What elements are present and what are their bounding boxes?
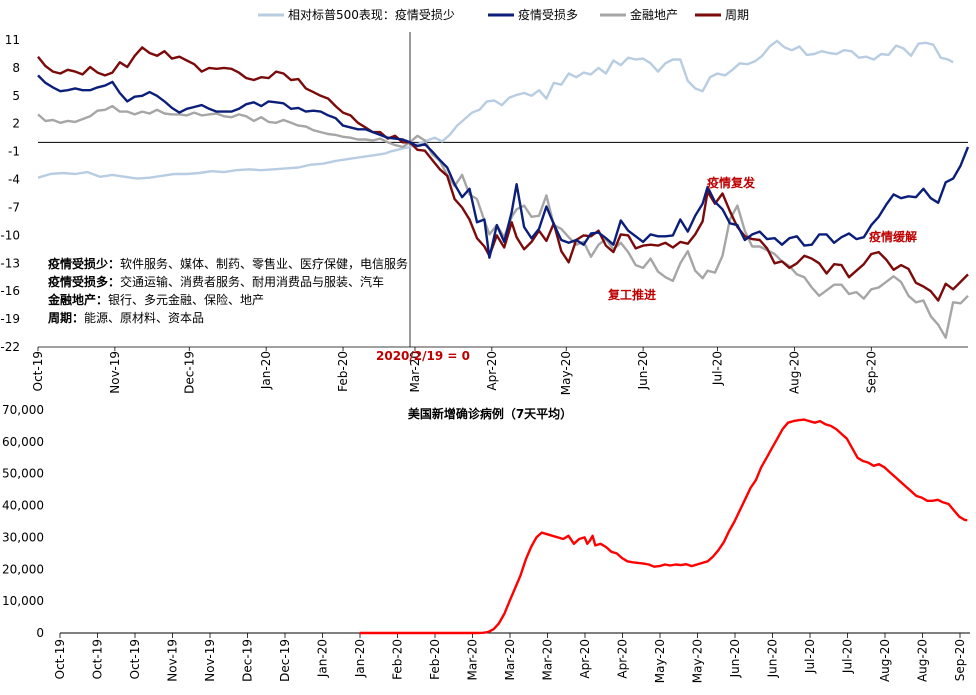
bottom-y-tick-label: 20,000 [2,562,44,576]
top-x-tick-label: Nov-19 [108,351,122,394]
annotation-resurgence: 疫情复发 [707,175,756,190]
cases-line [359,418,968,635]
bottom-x-tick-label: Aug-20 [878,639,892,682]
series-line-3 [37,46,969,302]
top-x-tick-label: Aug-20 [787,351,801,394]
top-chart: 相对标普500表现：疫情受损少 疫情受损多 金融地产 周期 11 8 5 2 -1 -4 -7 -10… [0,7,970,395]
top-y-tick-label: -7 [8,200,20,214]
annotation-easing: 疫情缓解 [869,229,917,244]
bottom-y-tick-label: 60,000 [2,435,44,449]
top-x-tick-label: Sep-20 [864,351,878,393]
annotation-reopening: 复工推进 [607,287,656,302]
bottom-x-tick-label: Apr-20 [578,639,592,679]
top-y-tick-label: -10 [0,228,20,242]
category-note-label: 疫情受损少： [48,256,120,271]
category-note-text: 能源、原材料、资本品 [84,311,204,325]
bottom-chart-title: 美国新增确诊病例（7天平均） [408,406,572,421]
top-x-tick-label: May-20 [559,351,573,395]
bottom-y-tick-label: 70,000 [2,403,44,417]
bottom-y-tick-label: 0 [36,626,44,640]
top-y-tick-label: 5 [12,89,20,103]
top-y-tick-label: -4 [8,173,20,187]
bottom-x-tick-label: Dec-19 [241,639,255,682]
bottom-x-tick-label: Sep-20 [953,639,967,681]
top-y-tick-label: -1 [8,145,20,159]
top-y-tick-label: 8 [12,61,20,75]
bottom-y-tick-label: 50,000 [2,467,44,481]
top-y-tick-label: 2 [12,117,20,131]
top-x-tick-label: Oct-19 [31,351,45,391]
bottom-x-tick-label: Feb-20 [391,639,405,680]
category-note-label: 疫情受损多： [48,274,120,289]
bottom-x-tick-label: May-20 [653,639,667,683]
bottom-x-tick-label: Oct-19 [53,639,67,679]
top-x-tick-label: Jun-20 [636,351,650,390]
top-y-tick-label: -16 [0,284,20,298]
top-y-tick-label: -22 [0,340,20,354]
series-line-0 [37,39,954,180]
category-note-text: 交通运输、消费者服务、耐用消费品与服装、汽车 [120,274,384,289]
bottom-x-tick-label: Jul-20 [841,639,855,674]
bottom-x-tick-label: Dec-19 [278,639,292,682]
category-note-label: 金融地产： [47,292,108,307]
category-note-2: 金融地产：银行、多元金融、保险、地产 [47,292,264,307]
top-x-tick-label: Jul-20 [711,351,725,386]
top-y-tick-label: -13 [0,256,20,270]
top-x-tick-label: Jan-20 [259,351,273,390]
bottom-x-tick-label: Aug-20 [916,639,930,682]
category-note-1: 疫情受损多：交通运输、消费者服务、耐用消费品与服装、汽车 [48,274,384,289]
series-line-1 [37,74,970,259]
top-y-tick-label: 11 [5,33,20,47]
top-x-tick-label: Feb-20 [336,351,350,392]
category-note-0: 疫情受损少：软件服务、媒体、制药、零售业、医疗保健，电信服务 [48,256,408,271]
category-note-3: 周期：能源、原材料、资本品 [48,310,204,325]
bottom-chart: 美国新增确诊病例（7天平均） 0 10,000 20,000 30,000 40,000 5… [2,403,970,683]
bottom-x-tick-label: Jan-20 [353,639,367,678]
bottom-x-tick-label: Jun-20 [728,639,742,678]
bottom-x-tick-label: Apr-20 [616,639,630,679]
bottom-x-tick-label: Oct-19 [91,639,105,679]
legend-label-0: 相对标普500表现：疫情受损少 [288,7,455,22]
baseline-note: 2020/2/19 = 0 [376,349,470,363]
bottom-x-tick-label: Mar-20 [466,639,480,680]
top-y-tick-label: -19 [0,312,20,326]
legend-label-2: 金融地产 [630,7,678,22]
legend-label-1: 疫情受损多 [518,7,578,22]
bottom-y-tick-label: 10,000 [2,594,44,608]
bottom-x-tick-label: Jun-20 [766,639,780,678]
bottom-x-tick-label: Mar-20 [541,639,555,680]
bottom-x-tick-label: Feb-20 [428,639,442,680]
bottom-x-tick-label: May-20 [691,639,705,683]
legend-label-3: 周期 [725,8,749,22]
bottom-y-tick-label: 30,000 [2,530,44,544]
bottom-y-tick-label: 40,000 [2,499,44,513]
bottom-x-tick-label: Nov-19 [203,639,217,682]
bottom-x-tick-label: Oct-19 [128,639,142,679]
category-note-text: 软件服务、媒体、制药、零售业、医疗保健，电信服务 [120,256,408,271]
category-note-text: 银行、多元金融、保险、地产 [108,292,264,307]
category-note-label: 周期： [48,310,84,325]
bottom-x-tick-label: Mar-20 [503,639,517,680]
top-x-tick-label: Apr-20 [485,351,499,391]
bottom-x-tick-label: Jul-20 [803,639,817,674]
top-x-tick-label: Dec-19 [182,351,196,394]
top-x-tick-label: Mar-20 [408,351,422,392]
bottom-x-tick-label: Nov-19 [166,639,180,682]
bottom-x-tick-label: Jan-20 [316,639,330,678]
